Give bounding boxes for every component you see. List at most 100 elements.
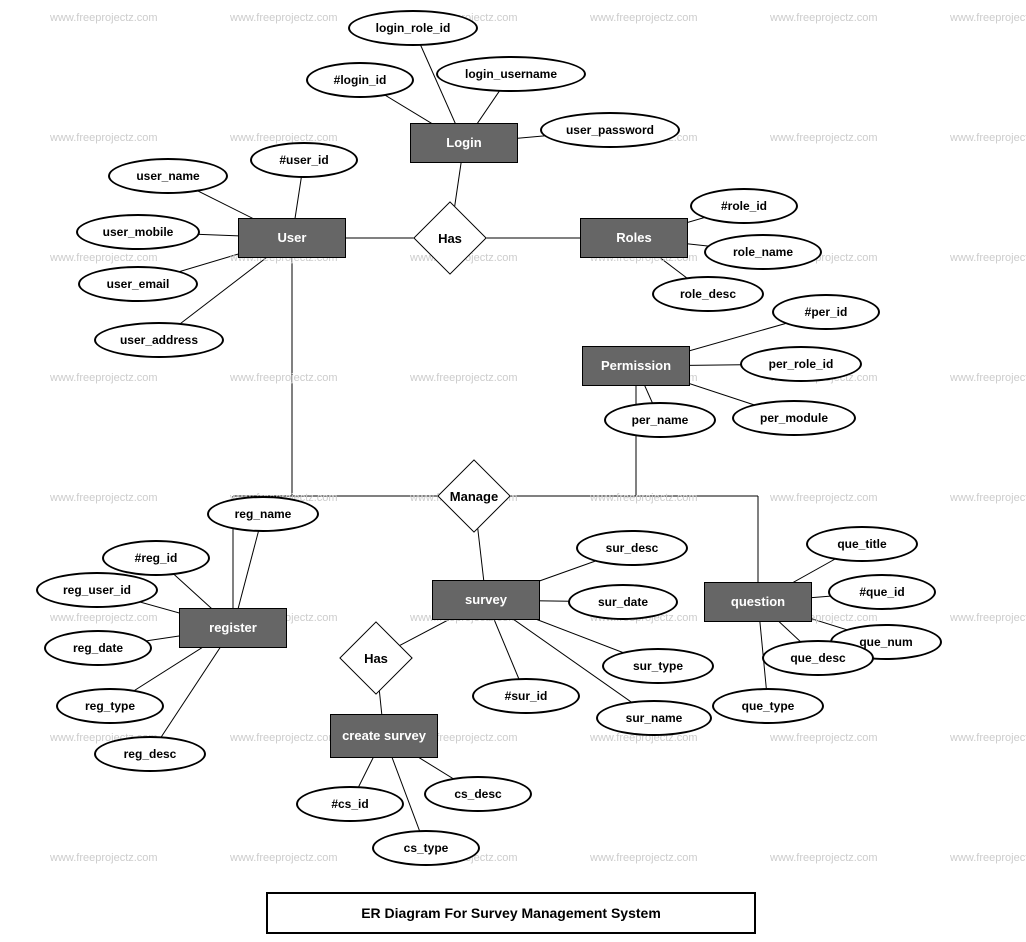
attribute-label: #role_id: [721, 199, 767, 213]
attribute-que_title: que_title: [806, 526, 918, 562]
attribute-user_address: user_address: [94, 322, 224, 358]
attribute-cs_id: #cs_id: [296, 786, 404, 822]
attribute-user_email: user_email: [78, 266, 198, 302]
watermark: www.freeprojectz.com: [50, 372, 158, 384]
attribute-sur_id: #sur_id: [472, 678, 580, 714]
watermark: www.freeprojectz.com: [950, 852, 1026, 864]
attribute-label: reg_name: [235, 507, 292, 521]
watermark: www.freeprojectz.com: [770, 12, 878, 24]
attribute-sur_name: sur_name: [596, 700, 712, 736]
attribute-login_username: login_username: [436, 56, 586, 92]
attribute-reg_user_id: reg_user_id: [36, 572, 158, 608]
watermark: www.freeprojectz.com: [590, 852, 698, 864]
attribute-label: #que_id: [859, 585, 904, 599]
attribute-label: reg_desc: [124, 747, 177, 761]
attribute-label: login_username: [465, 67, 557, 81]
attribute-label: user_address: [120, 333, 198, 347]
attribute-label: user_name: [136, 169, 199, 183]
entity-label: Login: [446, 135, 481, 151]
attribute-label: sur_date: [598, 595, 648, 609]
attribute-label: user_password: [566, 123, 654, 137]
attribute-user_id: #user_id: [250, 142, 358, 178]
attribute-label: que_type: [742, 699, 795, 713]
attribute-user_name: user_name: [108, 158, 228, 194]
attribute-label: reg_date: [73, 641, 123, 655]
attribute-reg_date: reg_date: [44, 630, 152, 666]
watermark: www.freeprojectz.com: [950, 732, 1026, 744]
watermark: www.freeprojectz.com: [230, 372, 338, 384]
attribute-sur_date: sur_date: [568, 584, 678, 620]
attribute-label: user_email: [107, 277, 170, 291]
watermark: www.freeprojectz.com: [50, 852, 158, 864]
attribute-que_type: que_type: [712, 688, 824, 724]
watermark: www.freeprojectz.com: [770, 492, 878, 504]
attribute-label: #user_id: [279, 153, 328, 167]
attribute-label: per_name: [632, 413, 689, 427]
attribute-label: #cs_id: [331, 797, 368, 811]
watermark: www.freeprojectz.com: [770, 852, 878, 864]
attribute-sur_desc: sur_desc: [576, 530, 688, 566]
attribute-login_id: #login_id: [306, 62, 414, 98]
entity-label: create survey: [342, 728, 426, 744]
entity-label: User: [278, 230, 307, 246]
attribute-label: user_mobile: [103, 225, 174, 239]
watermark: www.freeprojectz.com: [770, 132, 878, 144]
attribute-label: reg_user_id: [63, 583, 131, 597]
attribute-label: sur_desc: [606, 541, 659, 555]
attribute-reg_desc: reg_desc: [94, 736, 206, 772]
entity-survey: survey: [432, 580, 540, 620]
relationship-label-text: Manage: [450, 489, 498, 504]
watermark: www.freeprojectz.com: [230, 12, 338, 24]
attribute-per_name: per_name: [604, 402, 716, 438]
watermark: www.freeprojectz.com: [770, 732, 878, 744]
entity-register: register: [179, 608, 287, 648]
watermark: www.freeprojectz.com: [950, 132, 1026, 144]
attribute-reg_type: reg_type: [56, 688, 164, 724]
attribute-label: login_role_id: [376, 21, 451, 35]
entity-label: Permission: [601, 358, 671, 374]
attribute-login_role_id: login_role_id: [348, 10, 478, 46]
relationship-label: Manage: [438, 470, 510, 522]
attribute-que_id: #que_id: [828, 574, 936, 610]
attribute-role_id: #role_id: [690, 188, 798, 224]
attribute-cs_type: cs_type: [372, 830, 480, 866]
attribute-role_name: role_name: [704, 234, 822, 270]
watermark: www.freeprojectz.com: [950, 612, 1026, 624]
attribute-sur_type: sur_type: [602, 648, 714, 684]
watermark: www.freeprojectz.com: [950, 492, 1026, 504]
attribute-que_desc: que_desc: [762, 640, 874, 676]
entity-question: question: [704, 582, 812, 622]
relationship-label: Has: [414, 212, 486, 264]
relationship-label: Has: [340, 632, 412, 684]
diagram-title-label: ER Diagram For Survey Management System: [361, 905, 661, 921]
watermark: www.freeprojectz.com: [410, 372, 518, 384]
attribute-per_role_id: per_role_id: [740, 346, 862, 382]
attribute-per_module: per_module: [732, 400, 856, 436]
attribute-label: #login_id: [334, 73, 387, 87]
attribute-cs_desc: cs_desc: [424, 776, 532, 812]
entity-label: register: [209, 620, 257, 636]
attribute-label: per_module: [760, 411, 828, 425]
attribute-per_id: #per_id: [772, 294, 880, 330]
watermark: www.freeprojectz.com: [950, 372, 1026, 384]
attribute-label: per_role_id: [769, 357, 834, 371]
attribute-label: que_num: [859, 635, 912, 649]
watermark: www.freeprojectz.com: [50, 132, 158, 144]
attribute-label: role_name: [733, 245, 793, 259]
attribute-reg_name: reg_name: [207, 496, 319, 532]
attribute-label: #reg_id: [135, 551, 178, 565]
attribute-label: sur_type: [633, 659, 683, 673]
watermark: www.freeprojectz.com: [50, 612, 158, 624]
entity-label: Roles: [616, 230, 651, 246]
watermark: www.freeprojectz.com: [950, 252, 1026, 264]
watermark: www.freeprojectz.com: [950, 12, 1026, 24]
watermark: www.freeprojectz.com: [230, 732, 338, 744]
relationship-label-text: Has: [364, 651, 388, 666]
diagram-title: ER Diagram For Survey Management System: [266, 892, 756, 934]
attribute-label: #sur_id: [505, 689, 548, 703]
entity-login: Login: [410, 123, 518, 163]
attribute-user_mobile: user_mobile: [76, 214, 200, 250]
watermark: www.freeprojectz.com: [590, 492, 698, 504]
attribute-label: reg_type: [85, 699, 135, 713]
attribute-label: #per_id: [805, 305, 848, 319]
